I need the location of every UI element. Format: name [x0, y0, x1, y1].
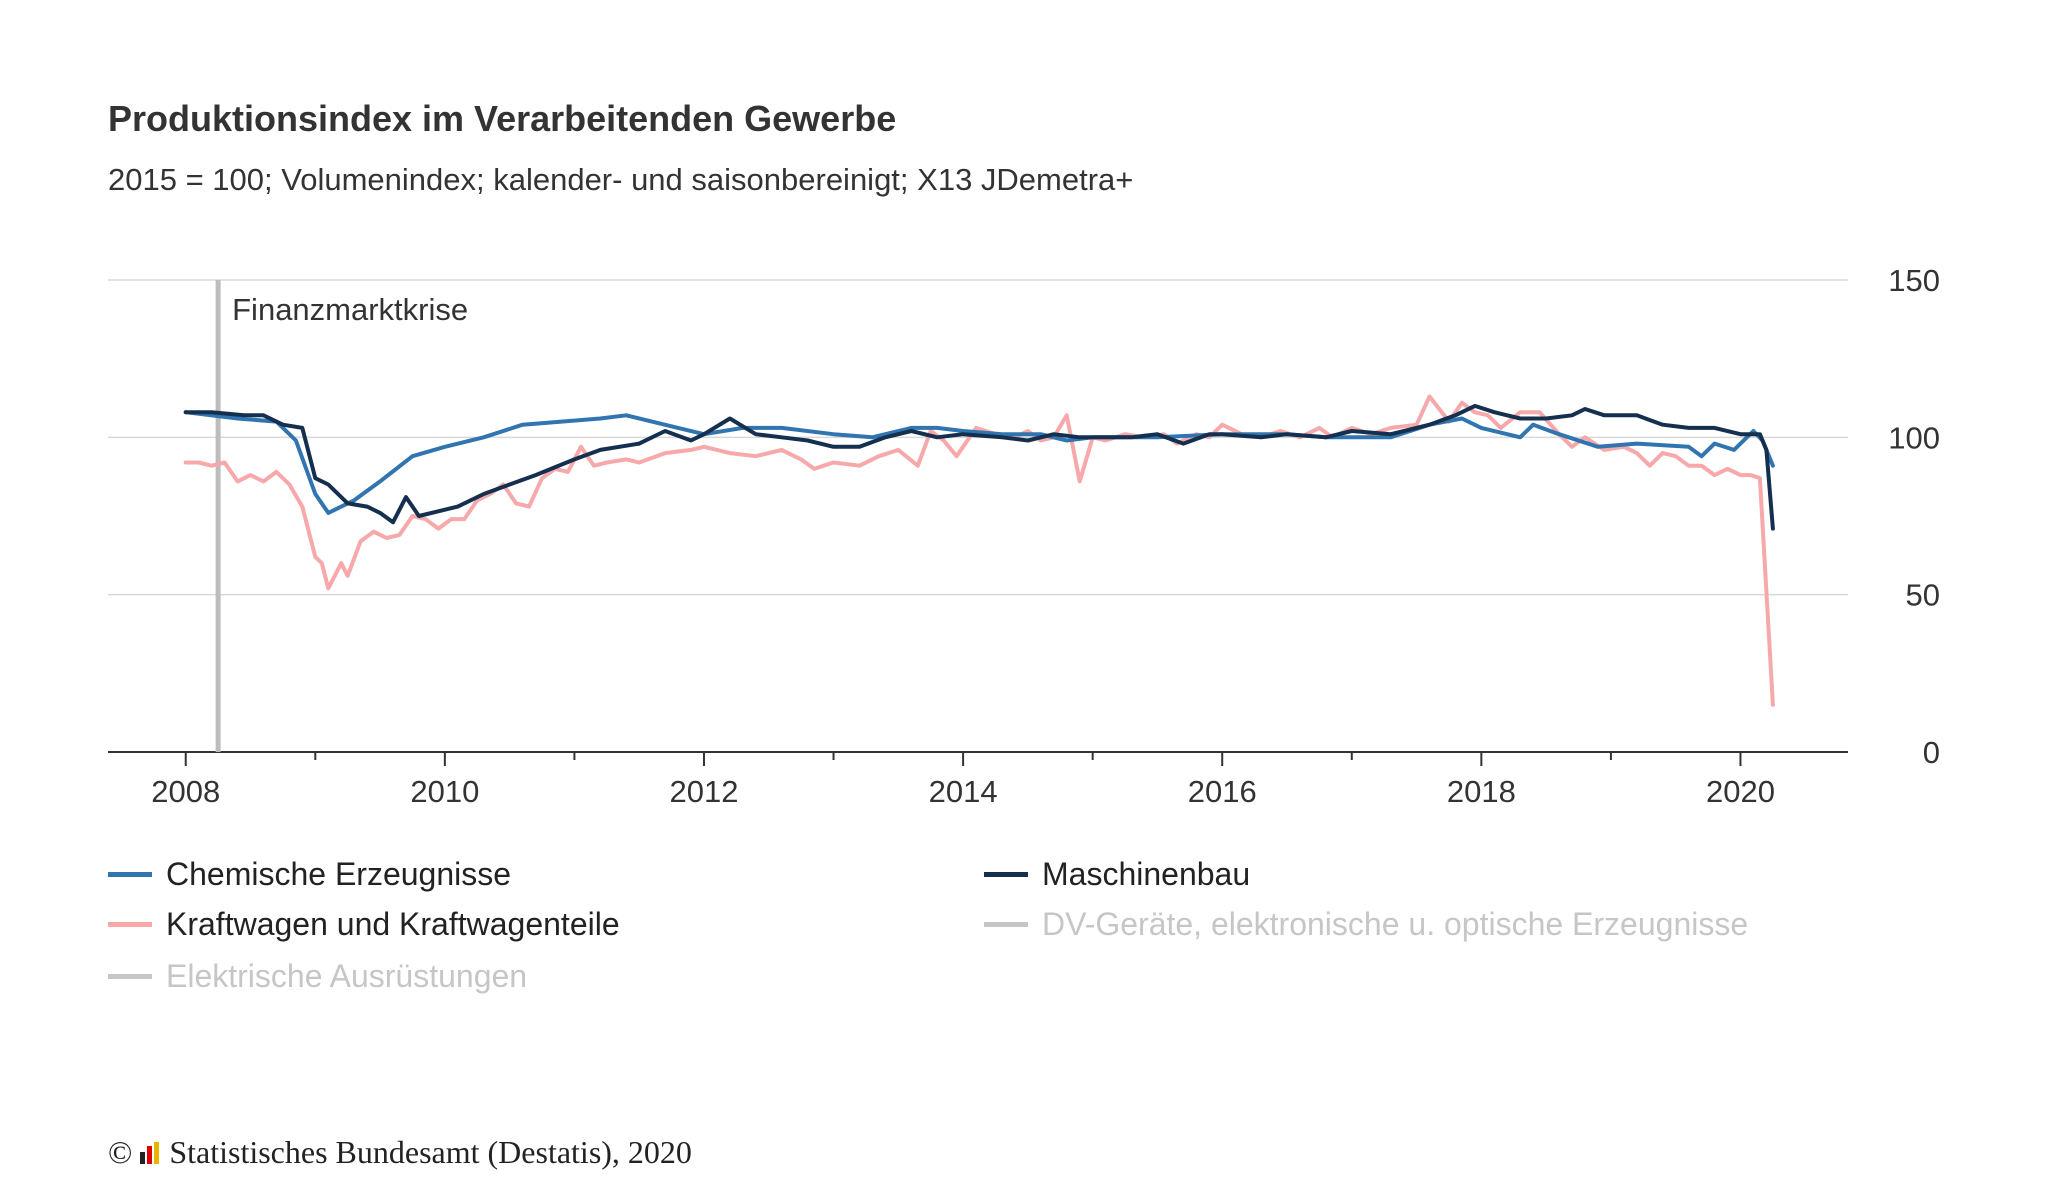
y-tick-label-50: 50: [1906, 578, 1940, 613]
series-kraftwagen-line: [183, 394, 1775, 707]
series-maschinenbau-line: [183, 403, 1775, 531]
x-tick-label-2018: 2018: [1447, 774, 1516, 809]
annotation-label-finanzmarktkrise: Finanzmarktkrise: [232, 292, 468, 327]
x-tick-label-2010: 2010: [410, 774, 479, 809]
legend-item-dv-geraete[interactable]: DV-Geräte, elektronische u. optische Erz…: [984, 906, 1748, 943]
x-tick-label-2014: 2014: [929, 774, 998, 809]
legend-item-kraftwagen[interactable]: Kraftwagen und Kraftwagenteile: [108, 906, 620, 943]
copyright-symbol: ©: [108, 1134, 133, 1170]
x-tick-label-2012: 2012: [669, 774, 738, 809]
legend-swatch-chemie: [108, 872, 152, 877]
legend-label-maschinenbau: Maschinenbau: [1042, 856, 1251, 892]
source-text: Statistisches Bundesamt (Destatis), 2020: [169, 1134, 692, 1170]
legend-item-chemie[interactable]: Chemische Erzeugnisse: [108, 856, 511, 893]
legend-item-maschinenbau[interactable]: Maschinenbau: [984, 856, 1250, 893]
series-chemie-line: [183, 410, 1775, 515]
legend-swatch-elektrische: [108, 974, 152, 979]
legend-label-chemie: Chemische Erzeugnisse: [166, 856, 512, 892]
chart-subtitle: 2015 = 100; Volumenindex; kalender- und …: [108, 162, 1134, 197]
legend-label-dv-geraete: DV-Geräte, elektronische u. optische Erz…: [1042, 906, 1749, 942]
y-tick-label-100: 100: [1888, 420, 1940, 455]
legend-swatch-dv-geraete: [984, 922, 1028, 927]
source-footer: © Statistisches Bundesamt (Destatis), 20…: [108, 1134, 692, 1171]
legend-swatch-maschinenbau: [984, 872, 1028, 877]
y-tick-label-0: 0: [1923, 735, 1940, 770]
destatis-logo-icon: [140, 1141, 161, 1164]
chart-legend: Chemische Erzeugnisse Maschinenbau Kraft…: [108, 856, 2008, 1016]
chart-title: Produktionsindex im Verarbeitenden Gewer…: [108, 98, 897, 139]
legend-label-elektrische: Elektrische Ausrüstungen: [166, 958, 528, 994]
legend-label-kraftwagen: Kraftwagen und Kraftwagenteile: [166, 906, 620, 942]
x-tick-label-2020: 2020: [1706, 774, 1775, 809]
x-tick-label-2008: 2008: [151, 774, 220, 809]
y-tick-label-150: 150: [1888, 263, 1940, 298]
legend-swatch-kraftwagen: [108, 922, 152, 927]
x-tick-label-2016: 2016: [1188, 774, 1257, 809]
legend-item-elektrische[interactable]: Elektrische Ausrüstungen: [108, 958, 527, 995]
